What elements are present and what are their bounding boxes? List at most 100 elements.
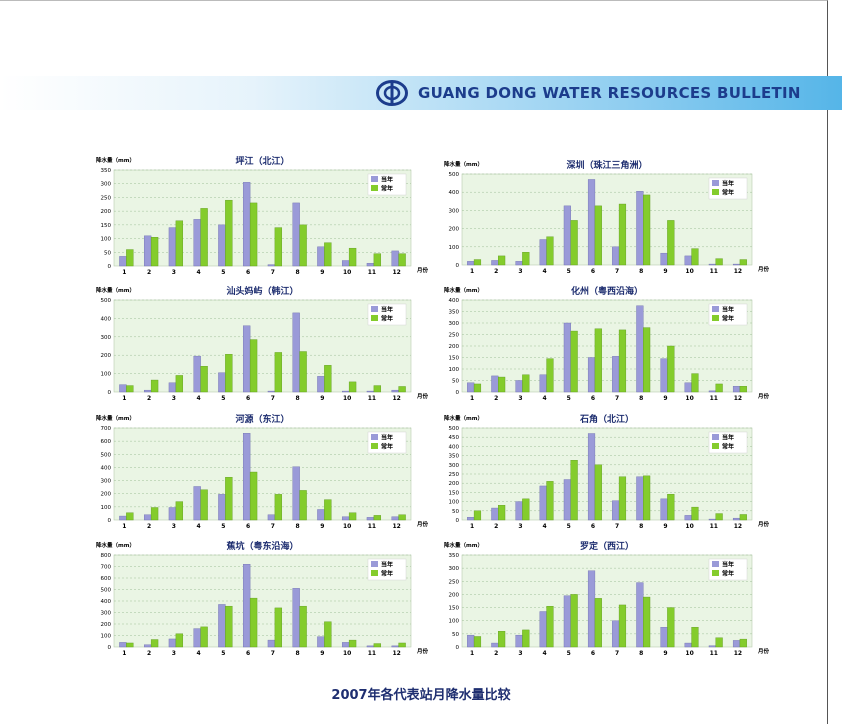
x-tick-label: 6 [246, 523, 250, 530]
y-tick-label: 500 [101, 452, 112, 458]
y-tick-label: 250 [449, 333, 460, 339]
y-tick-label: 200 [101, 209, 112, 215]
y-tick-label: 150 [449, 606, 460, 612]
chart-title: 汕头妈屿（韩江） [226, 285, 298, 297]
x-tick-label: 12 [392, 650, 400, 657]
y-tick-label: 200 [449, 592, 460, 598]
bar-this-year [732, 263, 741, 266]
x-tick-label: 4 [542, 268, 546, 275]
y-tick-label: 300 [101, 479, 112, 485]
legend-swatch [371, 570, 378, 576]
bar-this-year [341, 390, 350, 393]
chart-title: 蕉坑（粤东沿海） [226, 540, 298, 552]
bar-normal-year [570, 594, 578, 648]
x-tick-label: 5 [567, 268, 571, 275]
bar-normal-year [618, 604, 627, 648]
y-tick-label: 0 [456, 518, 460, 524]
bar-normal-year [225, 477, 233, 521]
chart-title: 坪江（北江） [235, 155, 289, 167]
bar-this-year [366, 645, 375, 648]
y-tick-label: 400 [101, 599, 112, 605]
y-tick-label: 50 [452, 379, 459, 385]
x-tick-label: 9 [320, 650, 324, 657]
bar-this-year [242, 182, 251, 267]
legend-label: 常年 [722, 315, 734, 323]
bar-this-year [515, 634, 523, 648]
y-tick-label: 400 [449, 298, 460, 304]
bar-this-year [119, 515, 127, 521]
bar-normal-year [373, 643, 382, 648]
y-tick-label: 250 [449, 579, 460, 585]
bar-normal-year [150, 379, 159, 393]
bar-this-year [341, 516, 350, 521]
bar-normal-year [643, 475, 651, 521]
y-axis-label: 降水量（mm） [96, 414, 135, 422]
chart-title: 化州（粤西沿海） [571, 285, 643, 297]
x-tick-label: 11 [710, 395, 718, 402]
bar-this-year [366, 263, 375, 267]
bar-normal-year [274, 607, 283, 648]
x-tick-label: 3 [172, 523, 176, 530]
y-tick-label: 0 [108, 264, 112, 270]
y-tick-label: 700 [101, 565, 112, 571]
bar-normal-year [643, 194, 651, 266]
x-tick-label: 5 [221, 650, 225, 657]
bar-this-year [563, 205, 571, 266]
bar-normal-year [299, 224, 307, 267]
x-tick-label: 10 [343, 269, 351, 276]
x-tick-label: 11 [710, 523, 718, 530]
bar-normal-year [299, 605, 307, 648]
bar-this-year [515, 501, 523, 521]
bar-this-year [218, 372, 226, 393]
plot-area [113, 299, 412, 393]
x-tick-label: 9 [320, 269, 324, 276]
bar-normal-year [643, 327, 651, 393]
x-tick-label: 2 [147, 523, 151, 530]
legend-swatch [371, 561, 378, 567]
bar-this-year [317, 636, 325, 648]
bar-normal-year [249, 597, 258, 648]
y-axis-label: 降水量（mm） [96, 541, 135, 549]
bar-normal-year [150, 507, 159, 521]
x-tick-label: 8 [639, 268, 643, 275]
chart-title: 罗定（西江） [580, 540, 634, 552]
bar-normal-year [739, 514, 747, 521]
x-tick-label: 3 [518, 268, 522, 275]
y-tick-label: 300 [101, 335, 112, 341]
x-tick-label: 2 [147, 269, 151, 276]
bar-normal-year [691, 506, 699, 521]
bar-this-year [515, 380, 523, 393]
y-axis-label: 降水量（mm） [444, 414, 483, 422]
bar-normal-year [324, 499, 332, 521]
x-tick-label: 4 [542, 395, 546, 402]
bar-this-year [168, 638, 177, 648]
bar-this-year [587, 357, 596, 393]
bar-this-year [491, 375, 499, 393]
x-tick-label: 4 [197, 650, 201, 657]
bar-this-year [684, 382, 692, 393]
legend-label: 常年 [381, 315, 393, 323]
x-tick-label: 3 [172, 395, 176, 402]
bar-this-year [292, 202, 300, 267]
legend-label: 常年 [722, 443, 734, 451]
y-tick-label: 200 [449, 481, 460, 487]
chart-6: 0 50 100 150 200 250 300 350 400 450 500 降水量（mm） 石角（… [444, 413, 770, 530]
bar-this-year [317, 246, 325, 267]
x-tick-label: 1 [122, 269, 126, 276]
x-tick-label: 10 [343, 523, 351, 530]
x-tick-label: 8 [639, 650, 643, 657]
bar-this-year [317, 376, 325, 393]
y-tick-label: 100 [449, 500, 460, 506]
x-tick-label: 11 [710, 268, 718, 275]
bar-normal-year [473, 259, 482, 266]
bar-this-year [292, 588, 300, 648]
x-tick-label: 3 [172, 650, 176, 657]
x-tick-label: 8 [639, 523, 643, 530]
x-tick-label: 9 [663, 395, 667, 402]
y-axis-label: 降水量（mm） [444, 160, 483, 168]
x-tick-label: 9 [663, 650, 667, 657]
y-tick-label: 150 [449, 356, 460, 362]
